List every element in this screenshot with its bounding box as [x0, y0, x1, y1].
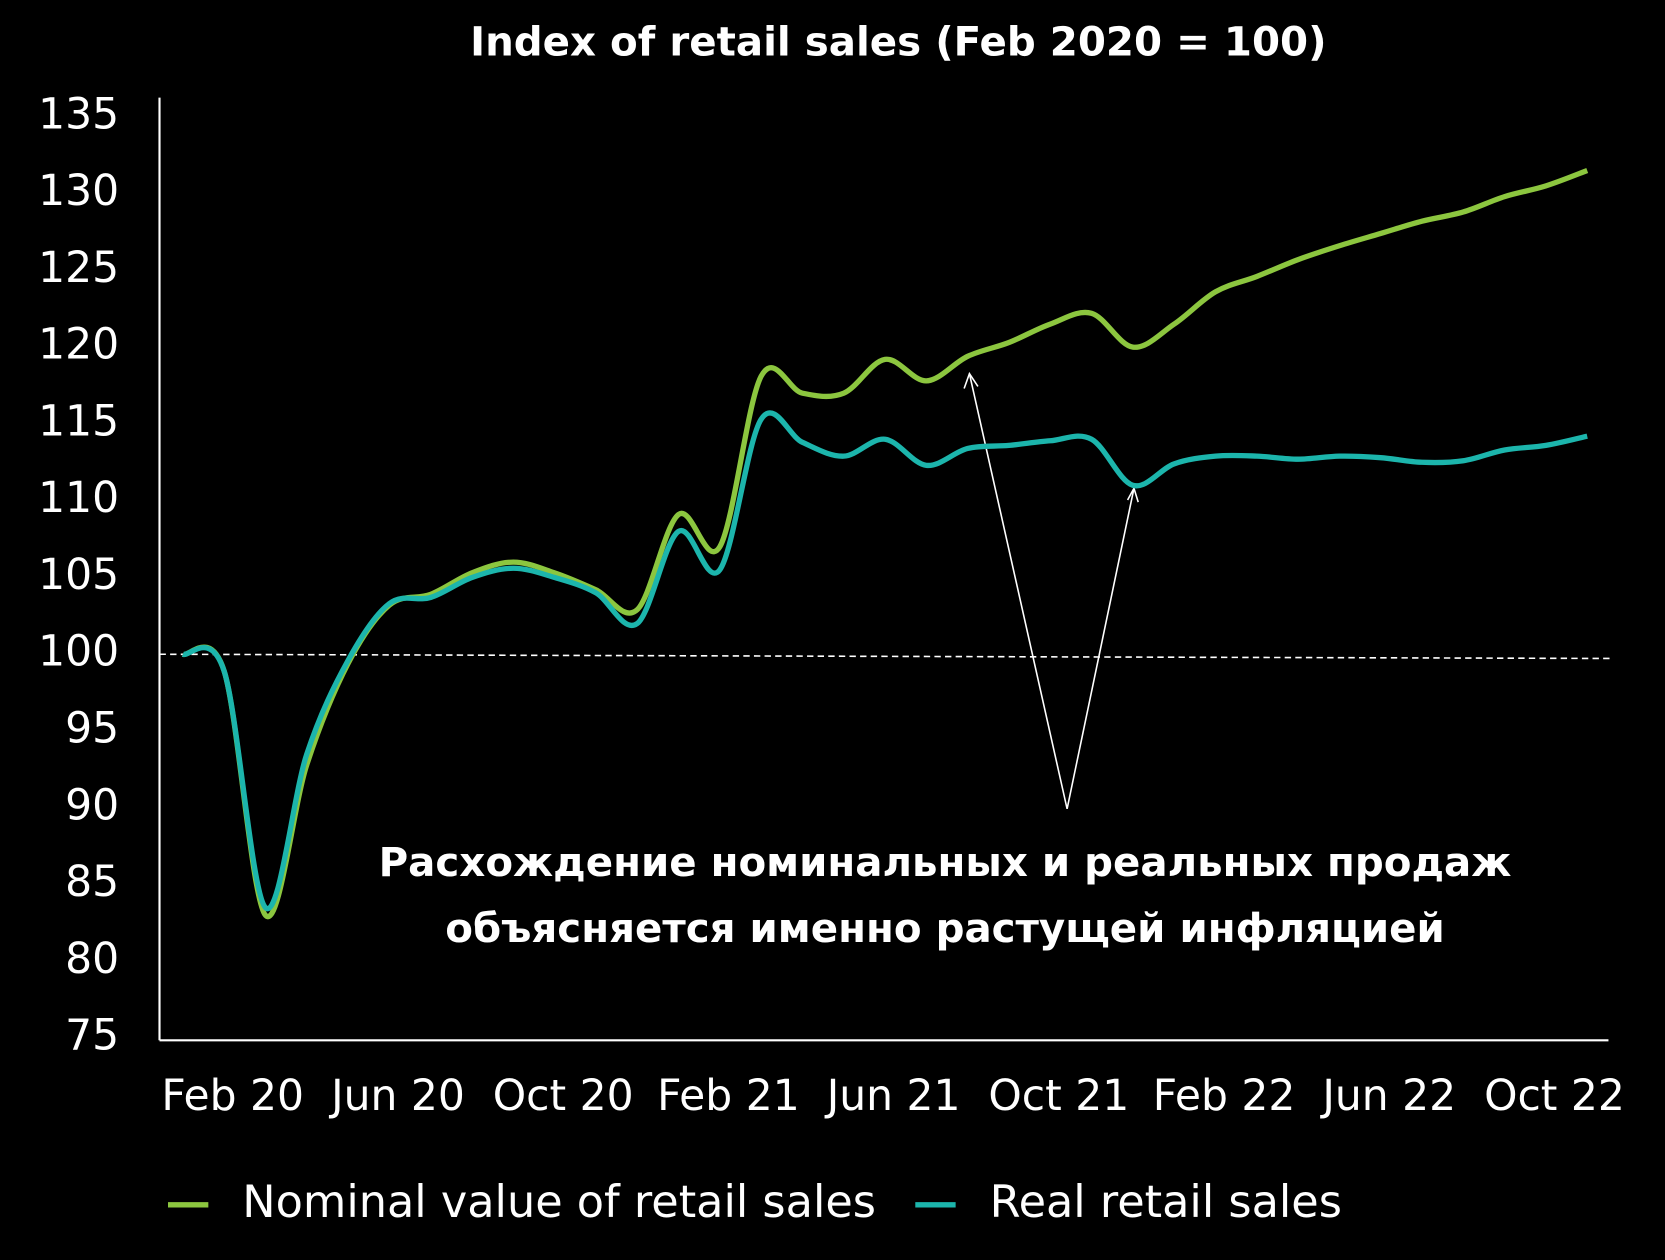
series-line: [181, 410, 1588, 912]
annotation-arrows: [963, 371, 1139, 810]
x-tick-label: Jun 22: [1319, 1072, 1456, 1121]
y-tick-label: 130: [38, 167, 119, 216]
y-tick-label: 110: [38, 474, 119, 523]
y-tick-label: 120: [38, 321, 119, 370]
annotation: Расхождение номинальных и реальных прода…: [379, 839, 1512, 952]
x-tick-label: Oct 22: [1484, 1072, 1625, 1121]
x-tick-label: Feb 22: [1153, 1072, 1296, 1121]
x-tick-label: Jun 20: [328, 1072, 465, 1121]
annotation-line: Расхождение номинальных и реальных прода…: [379, 839, 1512, 886]
y-tick-label: 90: [65, 781, 119, 830]
x-tick-label: Feb 21: [657, 1072, 800, 1121]
chart-title: Index of retail sales (Feb 2020 = 100): [470, 19, 1326, 66]
x-tick-label: Feb 20: [161, 1072, 304, 1121]
y-tick-label: 135: [38, 90, 119, 139]
x-tick-label: Oct 21: [988, 1072, 1129, 1121]
y-tick-label: 100: [38, 628, 119, 677]
y-tick-label: 125: [38, 244, 119, 293]
y-tick-label: 80: [65, 935, 119, 984]
series-line: [181, 168, 1589, 920]
y-tick-label: 95: [65, 705, 119, 754]
legend-label: Nominal value of retail sales: [242, 1176, 876, 1228]
legend-label: Real retail sales: [990, 1176, 1342, 1228]
reference-line: [159, 653, 1612, 660]
x-tick-label: Oct 20: [493, 1072, 634, 1121]
x-tick-label: Jun 21: [824, 1072, 961, 1121]
annotation-line: объясняется именно растущей инфляцией: [445, 905, 1445, 952]
y-tick-label: 115: [38, 397, 119, 446]
y-tick-label: 85: [65, 858, 119, 907]
y-tick-label: 105: [38, 551, 119, 600]
y-tick-label: 75: [65, 1012, 119, 1061]
